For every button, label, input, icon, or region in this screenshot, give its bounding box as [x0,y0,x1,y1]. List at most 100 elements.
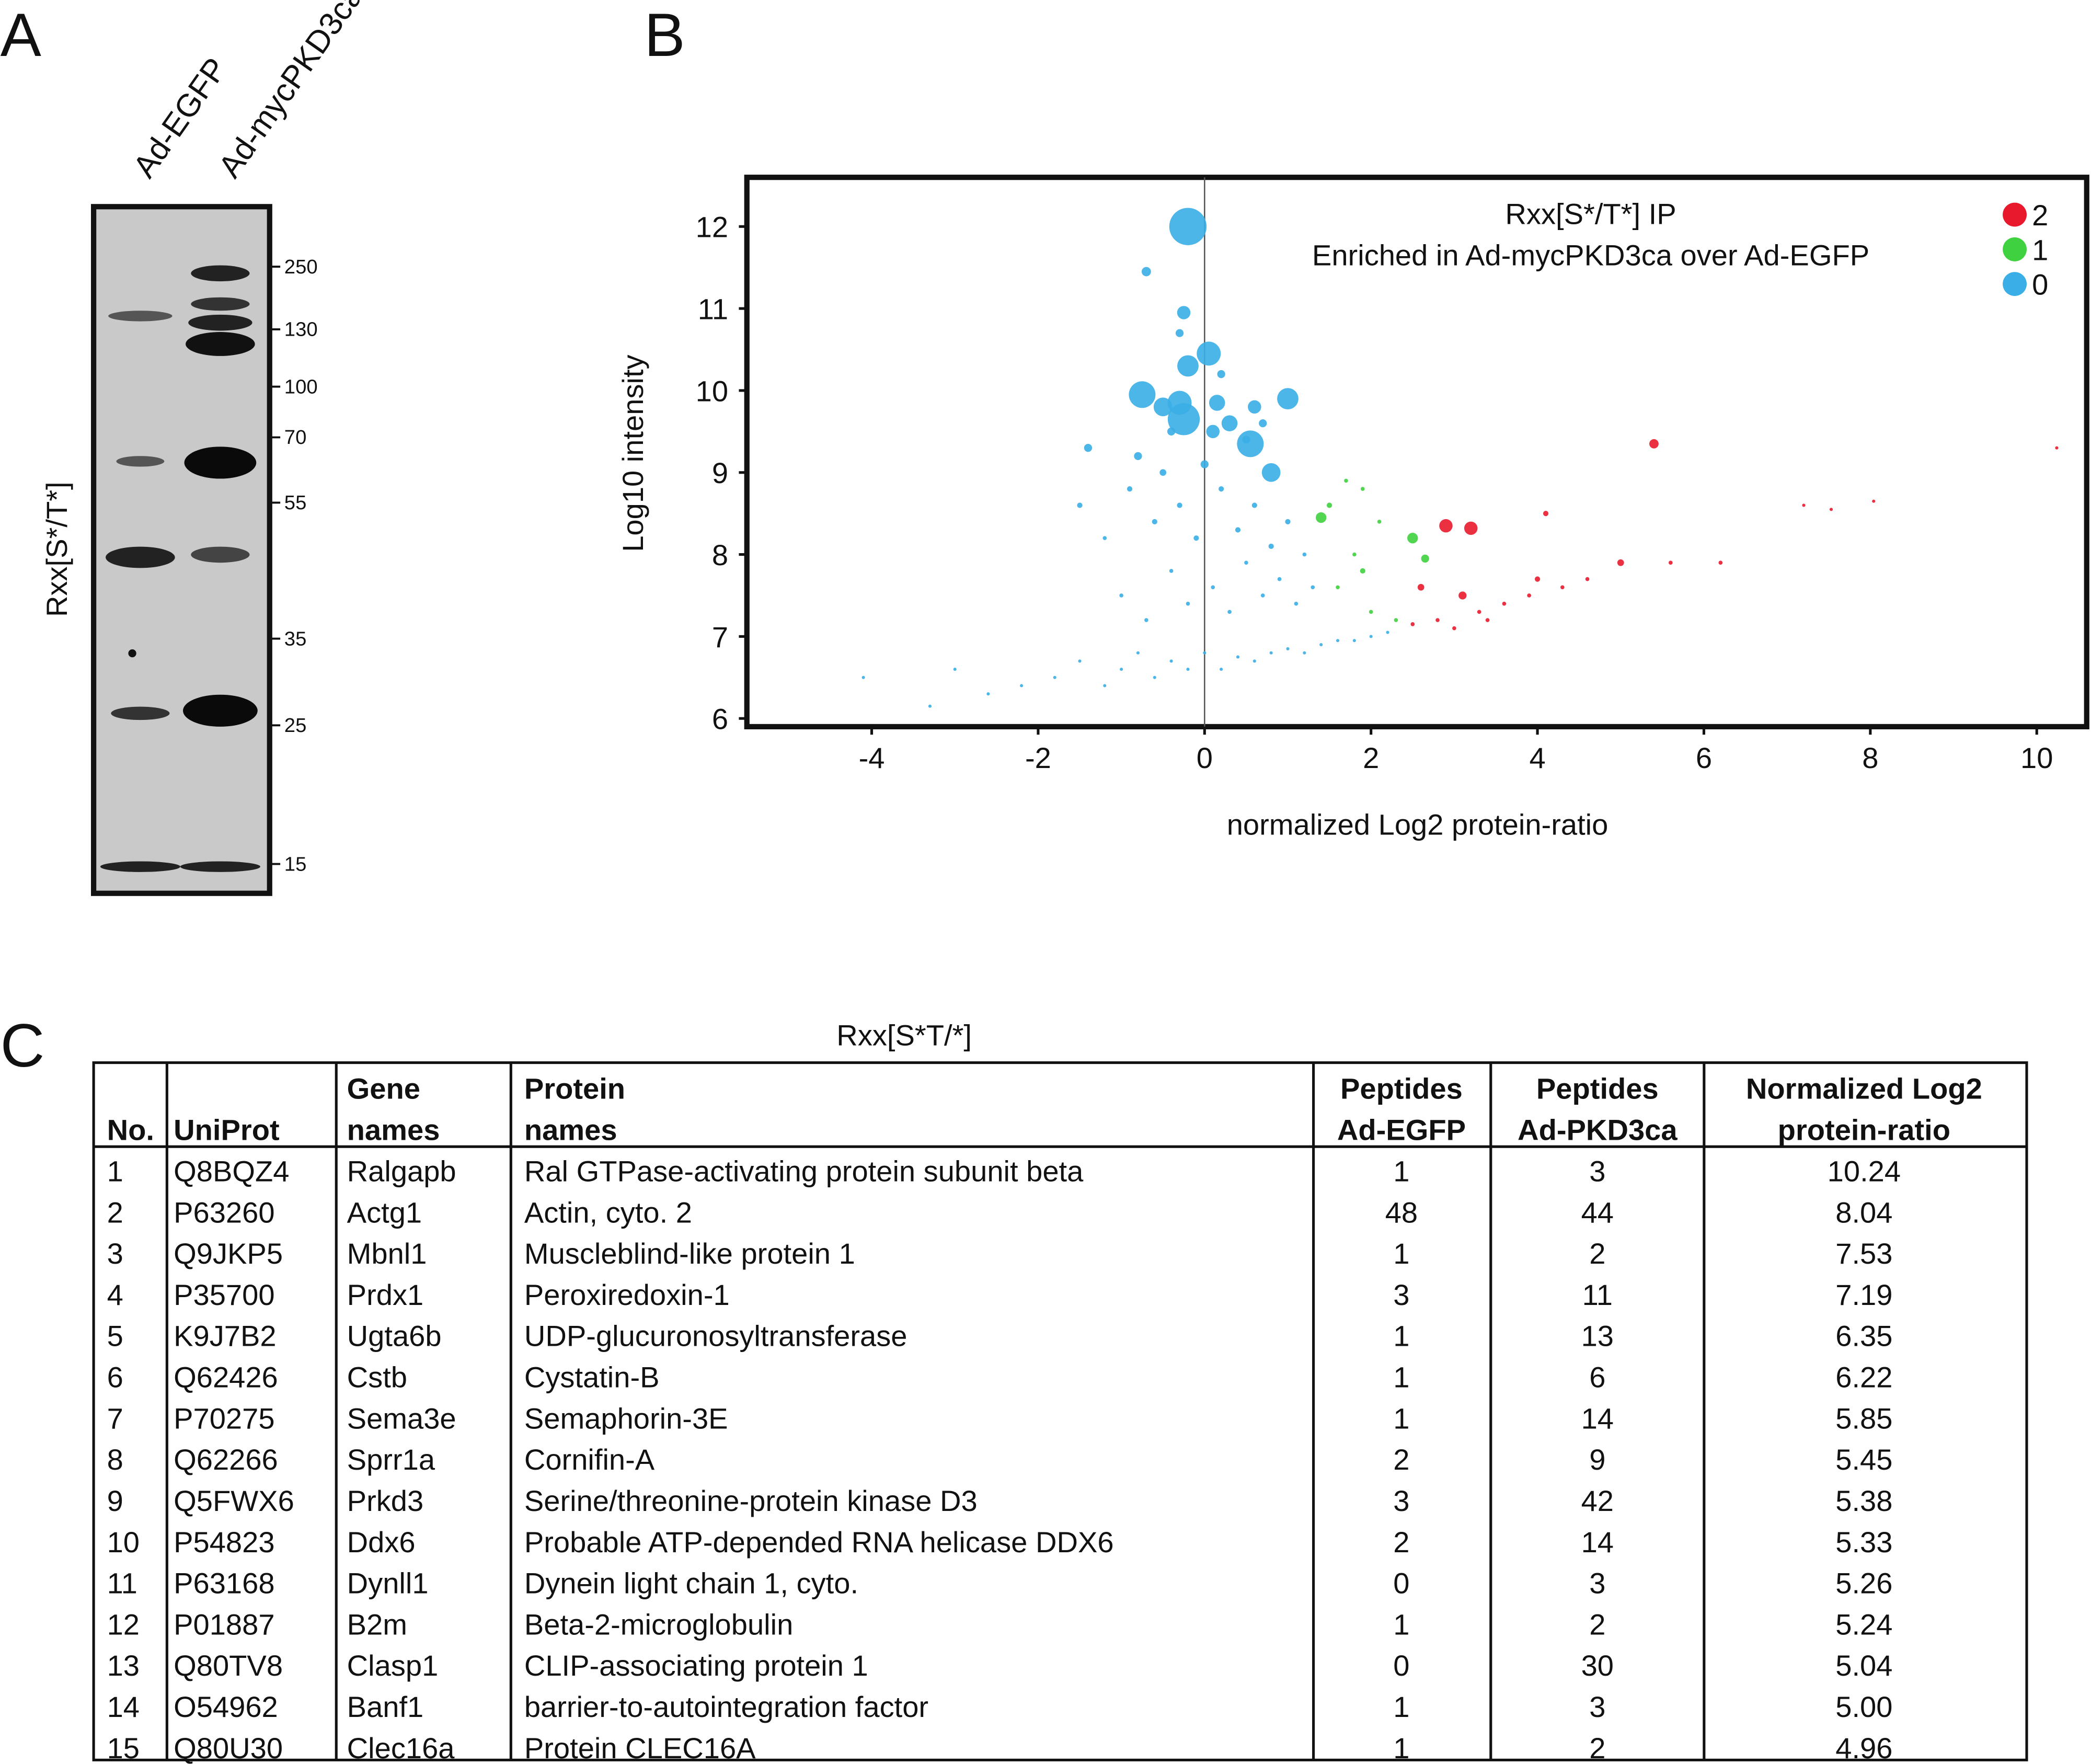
point [1369,635,1373,638]
point [1268,543,1274,549]
table-cell: CLIP-associating protein 1 [524,1649,868,1682]
point [1326,502,1332,508]
point [1369,610,1373,614]
table-cell: 5.45 [1835,1443,1892,1476]
table-header: No. [107,1113,154,1146]
marker-label: 70 [284,426,307,449]
table-header: UniProt [174,1113,280,1146]
point [1169,208,1207,245]
point [1417,583,1424,591]
table-cell: 13 [107,1649,140,1682]
table-cell: Clec16a [347,1732,455,1764]
table-cell: P70275 [174,1402,274,1435]
table-cell: Dynll1 [347,1567,429,1600]
table-cell: Mbnl1 [347,1237,427,1270]
table-cell: 2 [1393,1443,1409,1476]
point [1485,618,1490,622]
point [1386,631,1389,634]
table-cell: Actg1 [347,1196,422,1229]
table-cell: Ralgapb [347,1155,456,1188]
table-cell: 3 [1589,1155,1605,1188]
point [1084,444,1093,452]
point [1718,560,1723,565]
table-cell: P35700 [174,1278,274,1311]
table-cell: Sprr1a [347,1443,435,1476]
point [1020,684,1024,688]
table-cell: 7.19 [1835,1278,1892,1311]
table-cell: 5.38 [1835,1484,1892,1517]
marker-label: 25 [284,714,307,737]
table-cell: 1 [1393,1237,1409,1270]
point [1560,585,1565,590]
table-cell: Actin, cyto. 2 [524,1196,692,1229]
point [1458,591,1467,600]
point [2055,446,2059,450]
point [1360,568,1365,574]
point [1336,639,1340,643]
table-cell: 9 [107,1484,123,1517]
x-axis-label: normalized Log2 protein-ratio [1227,808,1609,841]
table-cell: Cstb [347,1361,407,1394]
point [1177,502,1182,508]
point [1617,559,1624,566]
table-cell: 11 [1582,1278,1613,1311]
point [1242,436,1250,444]
table-cell: B2m [347,1608,407,1641]
table-cell: P54823 [174,1526,274,1559]
lane-label: Ad-mycPKD3ca [211,0,370,184]
blot-image [91,204,272,896]
point [1153,397,1173,417]
point [1167,427,1176,436]
point [1452,626,1456,631]
table-cell: 10.24 [1828,1155,1901,1188]
point [1464,521,1478,535]
table-header: Protein [524,1072,625,1105]
table-cell: 5.26 [1835,1567,1892,1600]
table-cell: Muscleblind-like protein 1 [524,1237,855,1270]
legend-label: 2 [2032,199,2048,232]
point [1169,659,1173,663]
table-cell: Peroxiredoxin-1 [524,1278,730,1311]
table-cell: 7 [107,1402,123,1435]
point [1277,388,1299,410]
table-cell: Prdx1 [347,1278,424,1311]
table-cell: 14 [107,1690,140,1723]
legend-swatch [2003,202,2027,227]
table-cell: 2 [1589,1608,1605,1641]
y-tick-label: 11 [698,293,728,326]
table-cell: Probable ATP-depended RNA helicase DDX6 [524,1526,1114,1559]
table-cell: Ugta6b [347,1320,442,1353]
x-tick-label: -2 [1025,741,1051,774]
table-cell: 42 [1581,1484,1614,1517]
point [1167,403,1200,436]
point [1269,651,1273,655]
point [1193,535,1199,541]
table-cell: Ddx6 [347,1526,416,1559]
table-cell: 5.85 [1835,1402,1892,1435]
table-frame [92,1061,2028,1761]
table-cell: 8.04 [1835,1196,1892,1229]
point [1119,593,1123,598]
y-tick-label: 12 [696,211,728,244]
point [1217,370,1225,379]
table-cell: 3 [1393,1278,1409,1311]
table-header: Peptides [1536,1072,1659,1105]
point [1220,668,1223,671]
point [1141,267,1151,277]
point [1244,560,1248,565]
point [1120,668,1123,671]
x-tick-label: 4 [1529,741,1545,774]
table-caption: Rxx[S*T/*] [836,1018,972,1051]
table-cell: 1 [1393,1402,1409,1435]
x-tick-label: 8 [1862,741,1878,774]
point [1103,684,1107,688]
table-cell: 3 [1589,1690,1605,1723]
table-cell: barrier-to-autointegration factor [524,1690,928,1723]
y-tick-label: 10 [696,374,728,407]
point [1302,552,1307,557]
table-header: Peptides [1340,1072,1463,1105]
table-cell: Q8BQZ4 [174,1155,289,1188]
point [1136,651,1140,655]
point [1421,554,1429,563]
point [1311,585,1315,590]
